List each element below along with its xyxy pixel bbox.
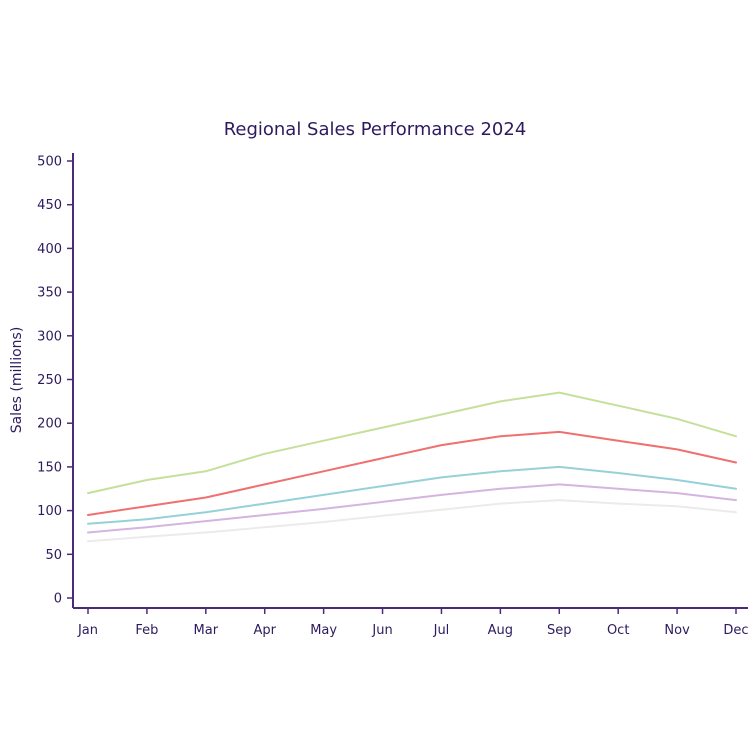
x-tick-label: Dec (723, 623, 748, 638)
series-line-1 (87, 391, 737, 495)
x-tick-label: Oct (607, 623, 629, 638)
y-axis-title: Sales (millions) (9, 327, 25, 434)
x-tick-label: Sep (547, 623, 572, 638)
y-tick-label: 300 (37, 329, 62, 344)
y-tick-label: 50 (45, 548, 62, 563)
y-tick-label: 250 (37, 373, 62, 388)
y-tick-label: 200 (37, 417, 62, 432)
series-line-2 (87, 430, 737, 516)
y-tick-label: 150 (37, 460, 62, 475)
y-tick-label: 0 (54, 592, 62, 607)
series-line-5 (87, 499, 737, 543)
series-group (87, 391, 737, 543)
x-tick-label: Aug (488, 623, 513, 638)
x-tick-label: Nov (664, 623, 690, 638)
y-tick-label: 500 (37, 155, 62, 170)
chart-title: Regional Sales Performance 2024 (224, 119, 527, 140)
y-tick-label: 400 (37, 242, 62, 257)
y-tick-label: 450 (37, 198, 62, 213)
x-tick-label: May (310, 623, 337, 638)
x-tick-label: Apr (253, 623, 276, 638)
x-tick-label: Jul (433, 623, 450, 638)
x-tick-label: Mar (194, 623, 219, 638)
x-tick-label: Feb (135, 623, 158, 638)
series-line-3 (87, 465, 737, 525)
x-axis: Jan Feb Mar Apr May Jun Jul Aug Sep Oct Nov Dec (73, 607, 749, 638)
y-tick-label: 350 (37, 286, 62, 301)
x-tick-label: Jan (77, 623, 98, 638)
y-axis: 0 50 100 150 200 250 300 350 400 450 500 (37, 153, 74, 608)
series-line-4 (87, 483, 737, 534)
y-tick-label: 100 (37, 504, 62, 519)
x-tick-label: Jun (371, 623, 392, 638)
